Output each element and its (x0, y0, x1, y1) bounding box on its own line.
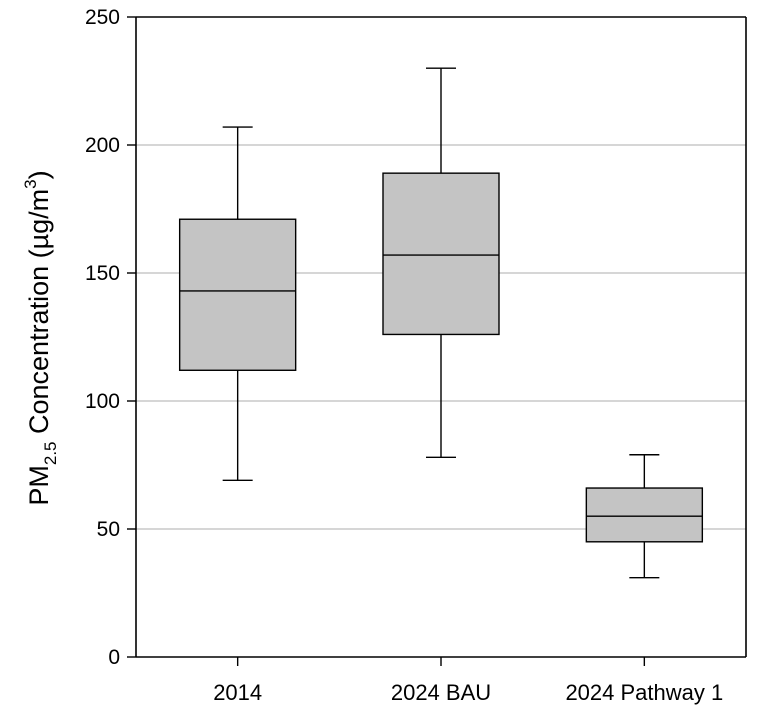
y-tick-label-250: 250 (85, 6, 120, 29)
box-iqr (585, 487, 704, 543)
axes (127, 16, 747, 666)
x-category-label-3: 2024 Pathway 1 (565, 680, 723, 705)
y-axis-label-main: PM (24, 465, 54, 506)
y-tick-label-0: 0 (108, 646, 120, 669)
y-tick-label-200: 200 (85, 134, 120, 157)
y-tick-label-100: 100 (85, 390, 120, 413)
y-axis-label: PM2.5 Concentration (µg/m3) (21, 170, 60, 505)
box-iqr (178, 218, 297, 371)
y-tick-label-50: 50 (97, 518, 120, 541)
y-axis-label-close: ) (24, 170, 54, 179)
x-category-labels: 2014 2024 BAU 2024 Pathway 1 (213, 680, 723, 705)
box-1 (178, 126, 297, 482)
y-tick-label-150: 150 (85, 262, 120, 285)
x-category-label-1: 2014 (213, 680, 262, 705)
box-3 (585, 454, 704, 579)
box-series (178, 67, 704, 579)
y-axis-label-text: Concentration (µg/m (24, 189, 54, 442)
y-axis-label-subscript: 2.5 (41, 442, 60, 466)
y-tick-labels: 0 50 100 150 200 250 (85, 6, 120, 669)
y-axis-label-superscript: 3 (21, 179, 40, 188)
x-category-label-2: 2024 BAU (391, 680, 491, 705)
box-iqr (382, 172, 500, 336)
box-2 (382, 67, 500, 459)
